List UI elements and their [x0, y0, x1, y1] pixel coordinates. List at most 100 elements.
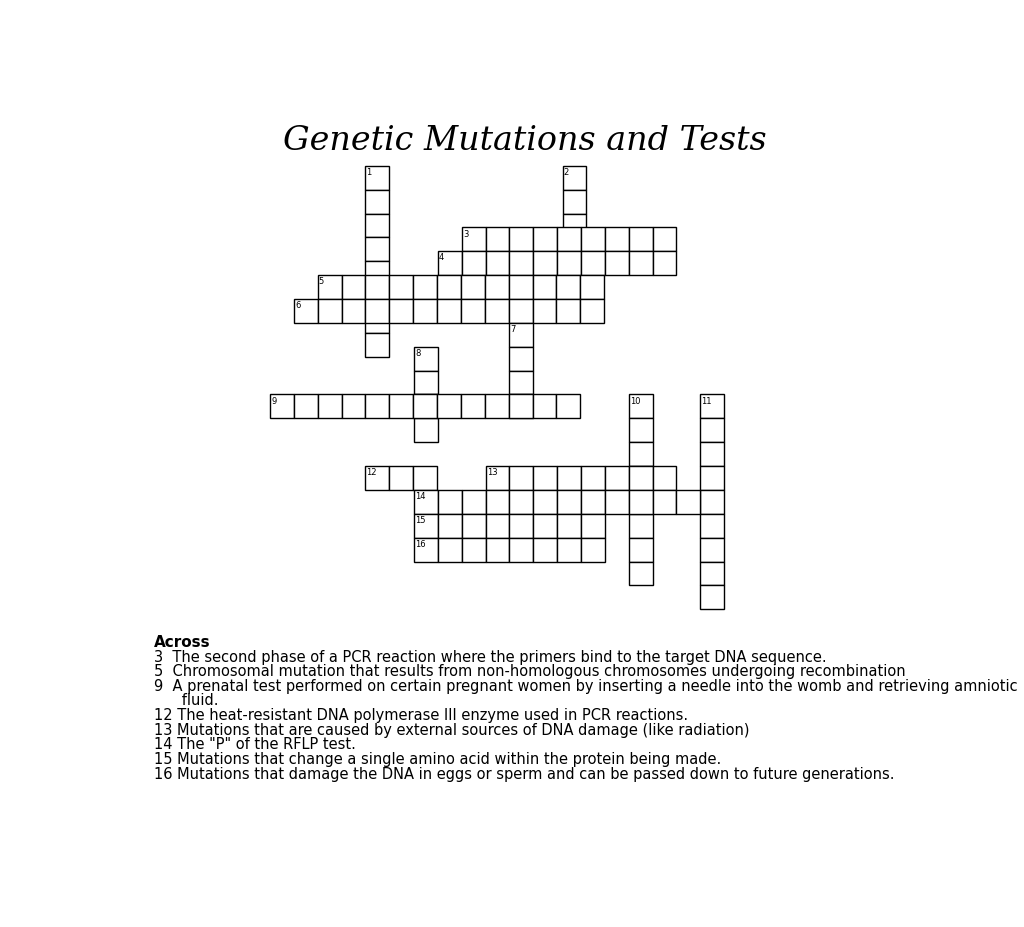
Bar	[532, 299, 556, 324]
Text: 9: 9	[271, 396, 276, 405]
Bar	[581, 252, 605, 276]
Bar	[366, 310, 389, 334]
Text: 10: 10	[630, 396, 640, 405]
Bar	[366, 214, 389, 238]
Text: 14: 14	[415, 491, 426, 501]
Bar	[317, 299, 342, 324]
Bar	[270, 395, 294, 419]
Bar	[581, 539, 605, 562]
Bar	[700, 419, 724, 443]
Bar	[532, 395, 556, 419]
Bar	[461, 276, 484, 299]
Bar	[509, 490, 534, 514]
Bar	[342, 395, 366, 419]
Text: 3  The second phase of a PCR reaction where the primers bind to the target DNA s: 3 The second phase of a PCR reaction whe…	[154, 649, 826, 664]
Bar	[652, 252, 677, 276]
Bar	[389, 299, 413, 324]
Text: 6: 6	[295, 301, 300, 310]
Bar	[509, 324, 534, 348]
Bar	[534, 466, 557, 490]
Bar	[700, 395, 724, 419]
Bar	[629, 395, 652, 419]
Bar	[581, 490, 605, 514]
Bar	[509, 466, 534, 490]
Text: 2: 2	[563, 168, 569, 177]
Bar	[605, 228, 629, 252]
Bar	[366, 238, 389, 262]
Bar	[677, 490, 700, 514]
Bar	[414, 395, 438, 419]
Bar	[485, 466, 509, 490]
Text: fluid.: fluid.	[154, 692, 218, 707]
Bar	[414, 419, 438, 443]
Text: 11: 11	[701, 396, 712, 405]
Bar	[438, 514, 462, 539]
Bar	[556, 276, 581, 299]
Bar	[509, 514, 534, 539]
Text: 15 Mutations that change a single amino acid within the protein being made.: 15 Mutations that change a single amino …	[154, 751, 721, 767]
Bar	[414, 514, 438, 539]
Bar	[389, 276, 413, 299]
Bar	[509, 539, 534, 562]
Bar	[438, 252, 462, 276]
Bar	[652, 490, 677, 514]
Bar	[462, 539, 485, 562]
Bar	[556, 395, 581, 419]
Bar	[581, 299, 604, 324]
Text: 12 The heat-resistant DNA polymerase III enzyme used in PCR reactions.: 12 The heat-resistant DNA polymerase III…	[154, 707, 688, 722]
Bar	[437, 299, 461, 324]
Text: Genetic Mutations and Tests: Genetic Mutations and Tests	[283, 125, 767, 157]
Bar	[629, 562, 652, 586]
Bar	[700, 466, 724, 490]
Bar	[629, 419, 652, 443]
Bar	[366, 190, 389, 214]
Bar	[366, 299, 389, 324]
Bar	[485, 228, 509, 252]
Bar	[342, 276, 366, 299]
Text: 8: 8	[415, 349, 421, 358]
Bar	[366, 167, 389, 190]
Text: 16 Mutations that damage the DNA in eggs or sperm and can be passed down to futu: 16 Mutations that damage the DNA in eggs…	[154, 766, 894, 781]
Bar	[414, 490, 438, 514]
Bar	[629, 490, 652, 514]
Bar	[438, 539, 462, 562]
Bar	[485, 252, 509, 276]
Text: 13: 13	[486, 468, 498, 476]
Text: 4: 4	[439, 253, 444, 262]
Text: 3: 3	[463, 229, 468, 238]
Bar	[484, 276, 509, 299]
Bar	[652, 228, 677, 252]
Bar	[629, 539, 652, 562]
Bar	[557, 490, 581, 514]
Bar	[414, 348, 438, 371]
Bar	[557, 228, 581, 252]
Text: 16: 16	[415, 540, 426, 548]
Bar	[438, 490, 462, 514]
Bar	[700, 443, 724, 466]
Bar	[366, 395, 389, 419]
Bar	[581, 228, 605, 252]
Bar	[389, 466, 413, 490]
Text: 5: 5	[318, 277, 324, 286]
Bar	[700, 514, 724, 539]
Bar	[484, 395, 509, 419]
Bar	[414, 371, 438, 395]
Bar	[366, 276, 389, 299]
Bar	[605, 252, 629, 276]
Bar	[652, 466, 677, 490]
Bar	[414, 539, 438, 562]
Bar	[294, 299, 317, 324]
Bar	[557, 539, 581, 562]
Bar	[509, 371, 534, 395]
Bar	[389, 395, 413, 419]
Bar	[462, 490, 485, 514]
Bar	[534, 539, 557, 562]
Bar	[534, 252, 557, 276]
Text: 14 The "P" of the RFLP test.: 14 The "P" of the RFLP test.	[154, 737, 355, 752]
Bar	[413, 299, 437, 324]
Bar	[509, 395, 532, 419]
Bar	[437, 276, 461, 299]
Bar	[413, 466, 437, 490]
Text: 1: 1	[367, 168, 372, 177]
Bar	[532, 276, 556, 299]
